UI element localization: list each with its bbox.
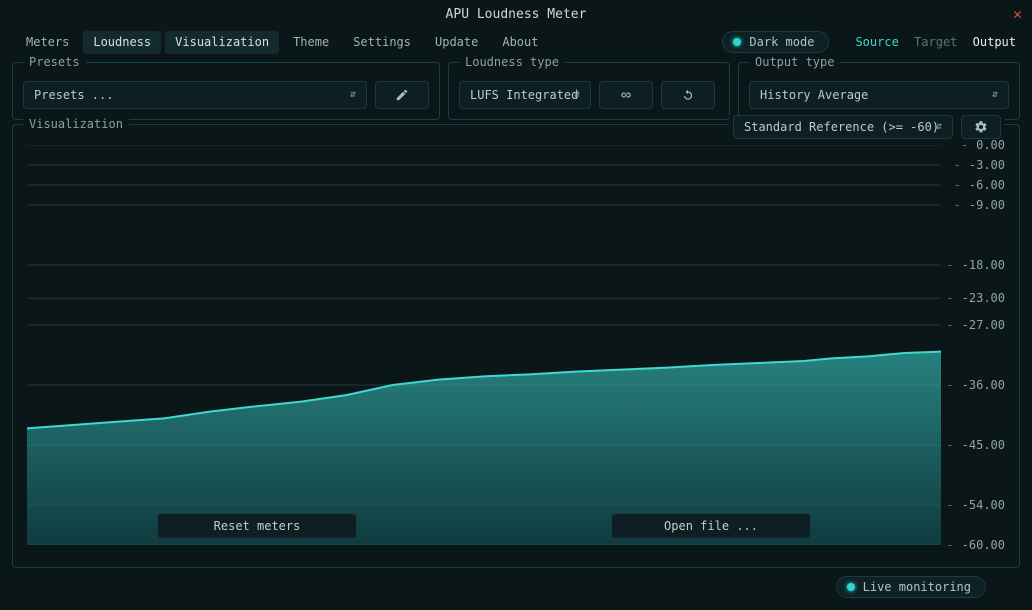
y-tick-label: --54.00 (946, 498, 1005, 512)
reload-button[interactable] (661, 81, 715, 109)
live-monitoring-label: Live monitoring (863, 580, 971, 594)
presets-box: Presets Presets ... ⇵ (12, 62, 440, 120)
y-tick-label: --27.00 (946, 318, 1005, 332)
y-tick-label: -0.00 (961, 138, 1005, 152)
mode-output[interactable]: Output (973, 35, 1016, 49)
chevron-updown-icon: ⇵ (350, 90, 356, 100)
mode-source[interactable]: Source (855, 35, 898, 49)
chevron-updown-icon: ⇵ (574, 90, 580, 100)
presets-select[interactable]: Presets ... ⇵ (23, 81, 367, 109)
tab-about[interactable]: About (492, 31, 548, 54)
reload-icon (681, 88, 695, 102)
visualization-legend: Visualization (23, 117, 129, 131)
viz-settings-button[interactable] (961, 115, 1001, 139)
open-file-button[interactable]: Open file ... (611, 513, 811, 539)
mode-target[interactable]: Target (914, 35, 957, 49)
reset-meters-button[interactable]: Reset meters (157, 513, 357, 539)
output-type-box: Output type History Average ⇵ (738, 62, 1020, 120)
pencil-icon (395, 88, 409, 102)
presets-legend: Presets (23, 55, 86, 69)
y-tick-label: --6.00 (954, 178, 1005, 192)
tab-theme[interactable]: Theme (283, 31, 339, 54)
reference-select[interactable]: Standard Reference (>= -60) ⇵ (733, 115, 953, 139)
loudness-type-select[interactable]: LUFS Integrated ⇵ (459, 81, 591, 109)
y-tick-label: --23.00 (946, 291, 1005, 305)
y-tick-label: --3.00 (954, 158, 1005, 172)
dark-mode-toggle[interactable]: Dark mode (722, 31, 829, 53)
loudness-type-value: LUFS Integrated (470, 88, 578, 102)
link-icon (619, 88, 633, 102)
y-tick-label: --45.00 (946, 438, 1005, 452)
tab-settings[interactable]: Settings (343, 31, 421, 54)
output-type-select[interactable]: History Average ⇵ (749, 81, 1009, 109)
live-monitoring-toggle[interactable]: Live monitoring (836, 576, 986, 598)
view-modes: Source Target Output (847, 35, 1016, 49)
chevron-updown-icon: ⇵ (936, 122, 942, 132)
tab-visualization[interactable]: Visualization (165, 31, 279, 54)
y-tick-label: --18.00 (946, 258, 1005, 272)
y-tick-label: --36.00 (946, 378, 1005, 392)
y-tick-label: --9.00 (954, 198, 1005, 212)
window-title: APU Loudness Meter (446, 7, 587, 22)
reference-value: Standard Reference (>= -60) (744, 120, 939, 134)
presets-selected-value: Presets ... (34, 88, 113, 102)
y-axis-labels: -0.00--3.00--6.00--9.00--18.00--23.00--2… (945, 145, 1005, 545)
loudness-type-legend: Loudness type (459, 55, 565, 69)
tab-bar: Meters Loudness Visualization Theme Sett… (0, 28, 1032, 56)
output-type-value: History Average (760, 88, 868, 102)
tab-loudness[interactable]: Loudness (83, 31, 161, 54)
toggle-indicator-icon (847, 583, 855, 591)
tab-meters[interactable]: Meters (16, 31, 79, 54)
close-icon[interactable]: ✕ (1013, 5, 1022, 23)
output-type-legend: Output type (749, 55, 840, 69)
loudness-chart (27, 145, 941, 545)
loudness-type-box: Loudness type LUFS Integrated ⇵ (448, 62, 730, 120)
y-tick-label: --60.00 (946, 538, 1005, 552)
dark-mode-label: Dark mode (749, 35, 814, 49)
visualization-box: Visualization Standard Reference (>= -60… (12, 124, 1020, 568)
edit-preset-button[interactable] (375, 81, 429, 109)
tab-update[interactable]: Update (425, 31, 488, 54)
gear-icon (974, 120, 988, 134)
link-button[interactable] (599, 81, 653, 109)
toggle-indicator-icon (733, 38, 741, 46)
chevron-updown-icon: ⇵ (992, 90, 998, 100)
